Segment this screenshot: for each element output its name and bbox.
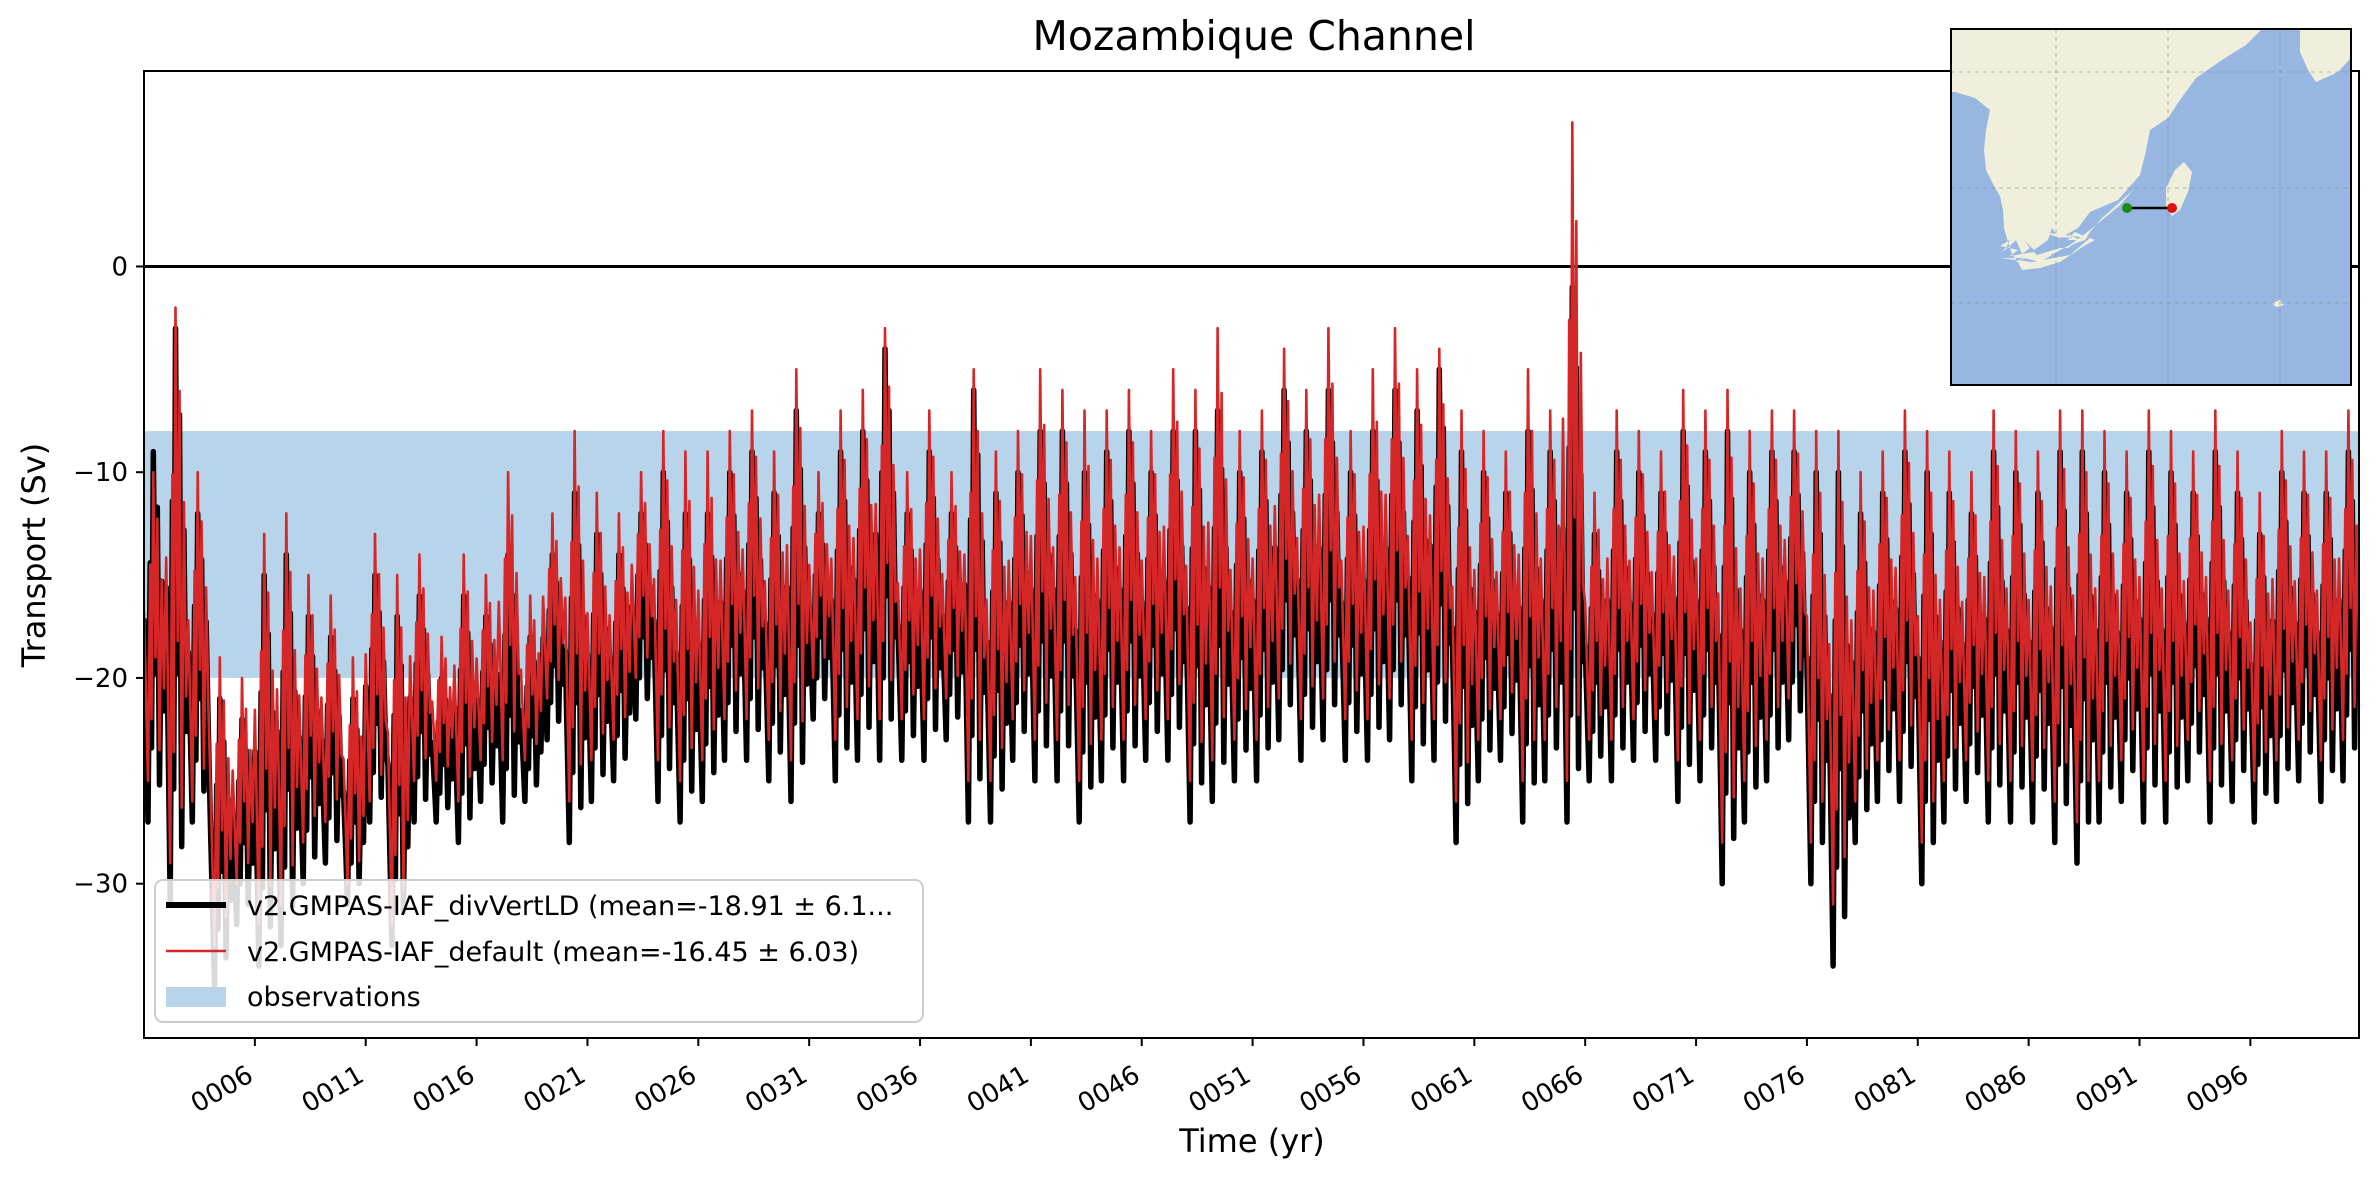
y-tick-label: −30 (73, 870, 128, 900)
x-axis-label: Time (yr) (1178, 1122, 1325, 1160)
map-land-africa (1951, 29, 2262, 270)
plot-frame (143, 70, 2360, 1039)
map-transect-end-point (2167, 203, 2177, 213)
y-tick-label: −10 (73, 458, 128, 488)
legend-label-observations: observations (247, 982, 421, 1013)
y-tick-label: −20 (73, 664, 128, 694)
inset-map (1950, 28, 2352, 386)
legend: v2.GMPAS-IAF_divVertLD (mean=-18.91 ± 6.… (154, 879, 924, 1023)
legend-box (154, 879, 924, 1023)
legend-label-default: v2.GMPAS-IAF_default (mean=-16.45 ± 6.03… (247, 937, 859, 968)
map-frame (1950, 28, 2352, 386)
y-tick-label: 0 (111, 252, 128, 282)
series-line-default (144, 121, 2359, 947)
legend-label-divvertld: v2.GMPAS-IAF_divVertLD (mean=-18.91 ± 6.… (247, 891, 893, 922)
y-axis: 0 −10 −20 −30 (73, 252, 144, 900)
map-land-madagascar (2166, 162, 2192, 216)
y-axis-label: Transport (Sv) (15, 443, 53, 669)
map-transect-start-point (2122, 203, 2132, 213)
plot-area (144, 121, 2359, 990)
legend-swatch-observations (166, 987, 226, 1007)
chart-title: Mozambique Channel (1032, 12, 1475, 60)
map-land-island (2272, 300, 2284, 307)
map-land-arabia (2300, 29, 2351, 82)
